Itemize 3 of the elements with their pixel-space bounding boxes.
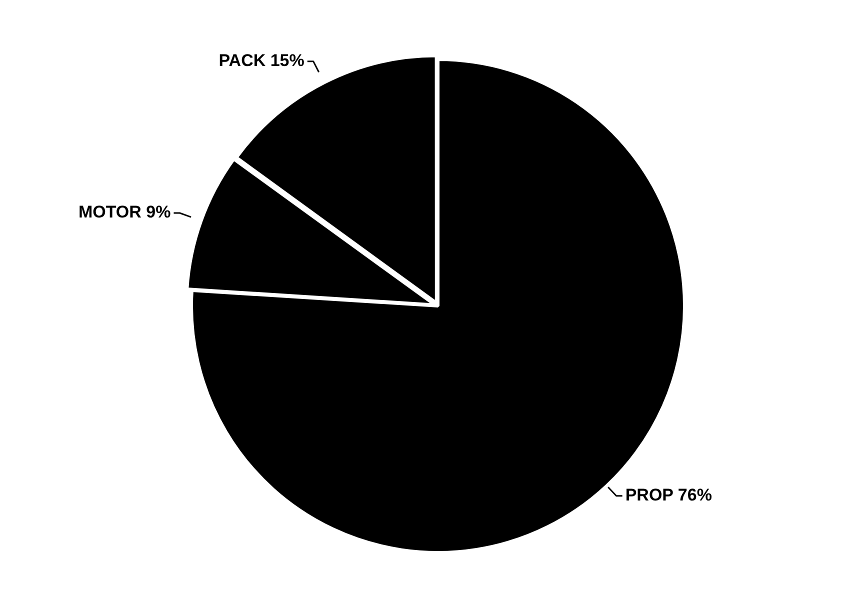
slice-label: PROP 76% bbox=[625, 486, 712, 505]
slice-label: MOTOR 9% bbox=[78, 202, 171, 222]
slice-label: PACK 15% bbox=[218, 51, 304, 70]
